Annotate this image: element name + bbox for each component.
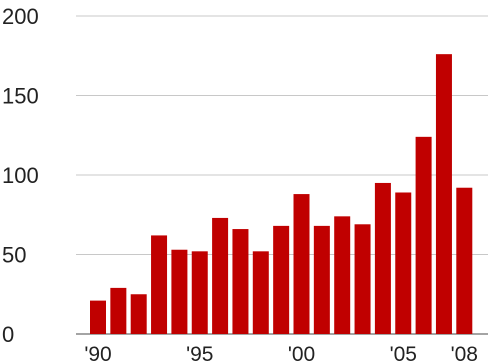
bar-2000 bbox=[294, 194, 310, 334]
bar-1998 bbox=[253, 251, 269, 334]
y-tick-label-100: 100 bbox=[2, 163, 39, 188]
bar-1992 bbox=[131, 294, 147, 334]
bar-1996 bbox=[212, 218, 228, 334]
bar-1991 bbox=[110, 288, 126, 334]
x-tick-label-2008: '08 bbox=[451, 343, 478, 364]
bar-2006 bbox=[416, 137, 432, 334]
y-axis-ticks: 0 50 100 150 200 bbox=[2, 4, 39, 347]
bar-1999 bbox=[273, 226, 289, 334]
x-tick-label-1990: '90 bbox=[84, 343, 111, 364]
x-tick-label-1995: '95 bbox=[186, 343, 213, 364]
y-tick-label-200: 200 bbox=[2, 4, 39, 29]
bar-1994 bbox=[171, 250, 187, 334]
x-axis-ticks: '90 '95 '00 '05 '08 bbox=[84, 343, 478, 364]
bar-1997 bbox=[232, 229, 248, 334]
bar-1993 bbox=[151, 235, 167, 334]
bar-2002 bbox=[334, 216, 350, 334]
bar-2005 bbox=[395, 192, 411, 334]
x-tick-label-2000: '00 bbox=[288, 343, 315, 364]
bar-2008 bbox=[456, 188, 472, 334]
bars bbox=[90, 54, 472, 334]
x-tick-label-2005: '05 bbox=[390, 343, 417, 364]
y-tick-label-0: 0 bbox=[2, 322, 14, 347]
bar-2003 bbox=[355, 224, 371, 334]
bar-2004 bbox=[375, 183, 391, 334]
bar-1995 bbox=[192, 251, 208, 334]
bar-2001 bbox=[314, 226, 330, 334]
y-tick-label-50: 50 bbox=[2, 243, 26, 268]
y-tick-label-150: 150 bbox=[2, 84, 39, 109]
bar-2007 bbox=[436, 54, 452, 334]
bar-1990 bbox=[90, 301, 106, 334]
